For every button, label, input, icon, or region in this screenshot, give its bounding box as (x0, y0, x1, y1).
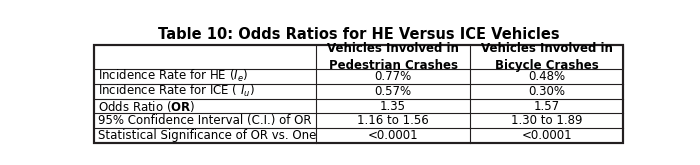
Text: <0.0001: <0.0001 (522, 129, 572, 142)
Text: Vehicles Involved in
Bicycle Crashes: Vehicles Involved in Bicycle Crashes (481, 42, 612, 71)
Bar (94, 45, 624, 143)
Text: 0.30%: 0.30% (528, 85, 565, 98)
Text: Incidence Rate for ICE ( $\mathbf{\mathit{I}}_u$): Incidence Rate for ICE ( $\mathbf{\mathi… (98, 83, 255, 99)
Text: 0.48%: 0.48% (528, 70, 566, 83)
Text: 1.57: 1.57 (533, 99, 560, 113)
Text: Table 10: Odds Ratios for HE Versus ICE Vehicles: Table 10: Odds Ratios for HE Versus ICE … (158, 27, 559, 42)
Text: Vehicles Involved in
Pedestrian Crashes: Vehicles Involved in Pedestrian Crashes (327, 42, 459, 71)
Text: Odds Ratio ($\mathbf{OR}$): Odds Ratio ($\mathbf{OR}$) (98, 99, 195, 114)
Text: 1.35: 1.35 (380, 99, 406, 113)
Text: 1.16 to 1.56: 1.16 to 1.56 (357, 114, 429, 127)
Text: 95% Confidence Interval (C.I.) of OR: 95% Confidence Interval (C.I.) of OR (98, 114, 312, 127)
Bar (94, 45, 624, 69)
Text: Statistical Significance of OR vs. One: Statistical Significance of OR vs. One (98, 129, 316, 142)
Text: <0.0001: <0.0001 (368, 129, 419, 142)
Bar (94, 45, 624, 143)
Text: 0.77%: 0.77% (374, 70, 412, 83)
Text: 1.30 to 1.89: 1.30 to 1.89 (511, 114, 582, 127)
Text: 0.57%: 0.57% (374, 85, 412, 98)
Text: Incidence Rate for HE ($\mathit{I}_e$): Incidence Rate for HE ($\mathit{I}_e$) (98, 68, 248, 84)
